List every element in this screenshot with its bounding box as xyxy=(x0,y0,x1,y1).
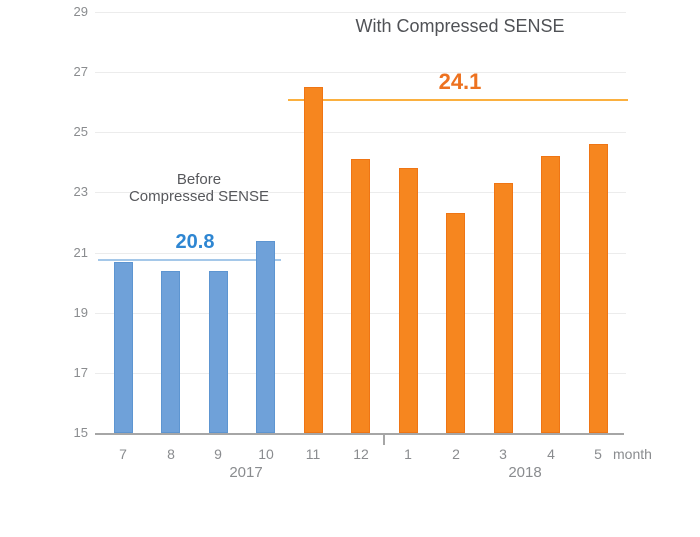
bar-month-2 xyxy=(446,213,465,433)
x-tick-label-month-5: 5 xyxy=(594,446,602,462)
y-tick-label-21: 21 xyxy=(73,245,88,260)
x-tick-label-month-3: 3 xyxy=(499,446,507,462)
year-divider-tick xyxy=(383,433,385,445)
bar-month-1 xyxy=(399,168,418,433)
year-label-2017: 2017 xyxy=(229,464,263,481)
x-tick-label-month-12: 12 xyxy=(353,446,369,462)
bar-month-12 xyxy=(351,159,370,433)
x-tick-label-month-1: 1 xyxy=(404,446,412,462)
x-axis-unit-label: month xyxy=(613,446,652,462)
y-tick-label-27: 27 xyxy=(73,64,88,79)
year-label-2018: 2018 xyxy=(508,464,542,481)
x-tick-label-month-4: 4 xyxy=(547,446,555,462)
before-mean-value: 20.8 xyxy=(175,231,215,253)
x-tick-label-month-10: 10 xyxy=(258,446,274,462)
y-tick-label-29: 29 xyxy=(73,4,88,19)
x-axis-line xyxy=(95,433,624,435)
y-tick-label-17: 17 xyxy=(73,365,88,380)
bar-month-8 xyxy=(161,271,180,433)
y-tick-label-23: 23 xyxy=(73,184,88,199)
x-tick-label-month-11: 11 xyxy=(305,446,321,462)
bar-month-10 xyxy=(256,241,275,433)
before-group-label: Before Compressed SENSE xyxy=(128,171,270,205)
bar-month-3 xyxy=(494,183,513,433)
bar-month-4 xyxy=(541,156,560,433)
with-mean-line xyxy=(288,99,628,101)
x-tick-label-month-2: 2 xyxy=(452,446,460,462)
y-tick-label-25: 25 xyxy=(73,124,88,139)
bar-month-5 xyxy=(589,144,608,433)
x-tick-label-month-9: 9 xyxy=(214,446,222,462)
gridline-25 xyxy=(95,132,626,133)
with-mean-value: 24.1 xyxy=(438,69,482,94)
before-mean-line xyxy=(98,259,281,261)
bar-month-11 xyxy=(304,87,323,433)
bar-month-7 xyxy=(114,262,133,433)
chart-title: With Compressed SENSE xyxy=(355,16,565,36)
x-tick-label-month-8: 8 xyxy=(167,446,175,462)
gridline-27 xyxy=(95,72,626,73)
gridline-29 xyxy=(95,12,626,13)
y-tick-label-15: 15 xyxy=(73,425,88,440)
bar-month-9 xyxy=(209,271,228,433)
x-tick-label-month-7: 7 xyxy=(119,446,127,462)
y-tick-label-19: 19 xyxy=(73,305,88,320)
